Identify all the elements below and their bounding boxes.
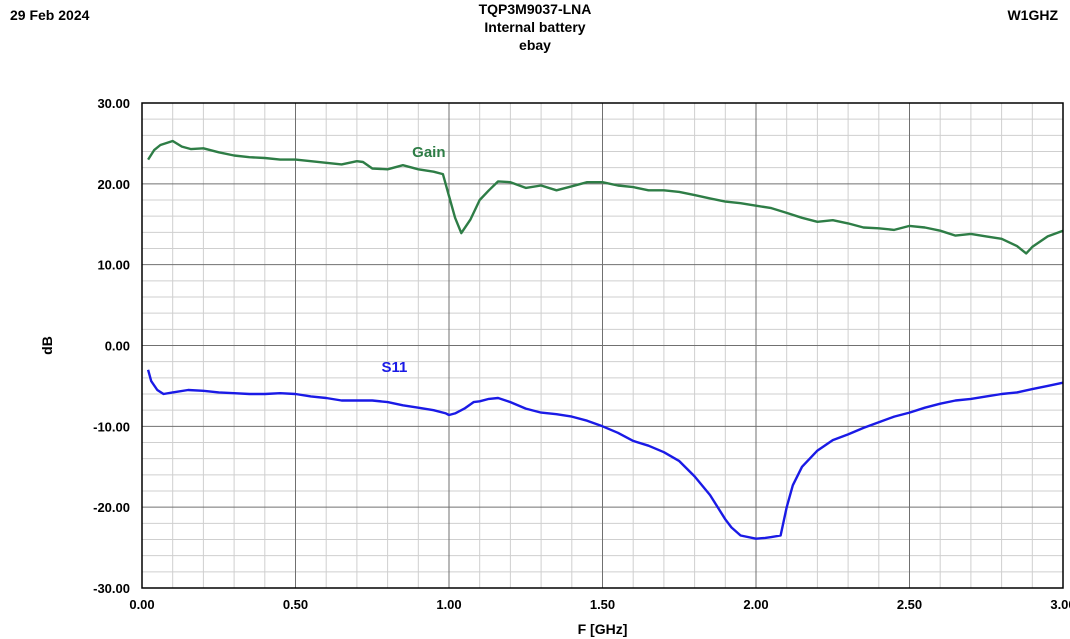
- x-axis-label: F [GHz]: [578, 621, 628, 637]
- chart-title: TQP3M9037-LNA: [478, 1, 592, 17]
- series-line-s11: [146, 369, 1064, 540]
- plot-frame: [141, 102, 1064, 589]
- date-label: 29 Feb 2024: [10, 7, 90, 23]
- series-line-gain: [147, 139, 1064, 255]
- series-group: [146, 139, 1064, 540]
- y-tick-label: -20.00: [93, 500, 130, 515]
- chart-title-block: TQP3M9037-LNA Internal battery ebay: [0, 0, 1070, 54]
- chart-subtitle-1: Internal battery: [484, 19, 586, 35]
- series-label-s11: S11: [381, 359, 407, 376]
- grid-lines: [141, 102, 1064, 589]
- y-tick-label: -30.00: [93, 581, 130, 596]
- x-tick-label: 2.50: [897, 597, 922, 612]
- x-tick-label: 0.00: [129, 597, 154, 612]
- series-labels: Gain S11: [381, 144, 445, 376]
- x-tick-label: 1.00: [436, 597, 461, 612]
- tick-labels: 0.00 0.50 1.00 1.50 2.00 2.50 3.00 30.00 20.00 10…: [93, 96, 1070, 612]
- y-axis-label: dB: [39, 336, 55, 355]
- y-tick-label: 20.00: [97, 177, 130, 192]
- y-tick-label: -10.00: [93, 419, 130, 434]
- series-label-gain: Gain: [412, 144, 445, 161]
- author-label: W1GHZ: [1007, 7, 1058, 23]
- x-tick-label: 2.00: [743, 597, 768, 612]
- x-tick-label: 1.50: [590, 597, 615, 612]
- chart-subtitle-2: ebay: [519, 37, 551, 53]
- x-tick-label: 0.50: [283, 597, 308, 612]
- y-tick-label: 10.00: [97, 258, 130, 273]
- y-tick-label: 30.00: [97, 96, 130, 111]
- x-tick-label: 3.00: [1050, 597, 1070, 612]
- y-tick-label: 0.00: [105, 339, 130, 354]
